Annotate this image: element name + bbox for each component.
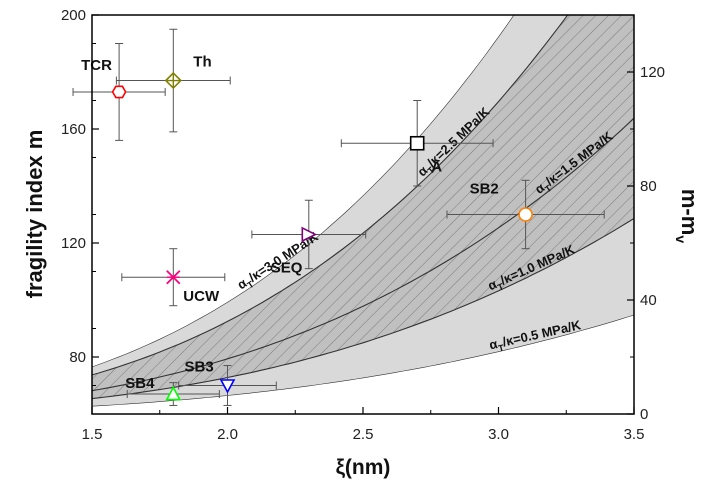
curve-0 bbox=[92, 15, 515, 368]
y-tick-label: 80 bbox=[69, 349, 86, 366]
y-axis-left: 80 120 160 200 bbox=[61, 7, 99, 386]
band-hatch bbox=[92, 15, 634, 399]
curve-label-sub: T bbox=[497, 343, 505, 354]
data-points: TCR Th A SB2 SEQ UCW SB3 SB4 bbox=[72, 28, 605, 406]
y2-tick-label: 120 bbox=[640, 64, 665, 81]
point-ucw: UCW bbox=[121, 248, 226, 307]
y2-tick-label: 80 bbox=[640, 178, 657, 195]
x-tick-label: 3.0 bbox=[488, 426, 509, 443]
marker-hexagon bbox=[111, 85, 127, 99]
point-th: Th bbox=[115, 28, 231, 133]
x-tick-label: 2.0 bbox=[217, 426, 238, 443]
y-axis-right: 0 40 80 120 bbox=[627, 14, 665, 423]
point-a: A bbox=[340, 100, 494, 187]
y2-axis-title-main: m-m bbox=[677, 189, 702, 235]
curve-label-sub: T bbox=[246, 279, 256, 291]
point-label: SB3 bbox=[185, 359, 214, 376]
y-tick-label: 120 bbox=[61, 235, 86, 252]
y-tick-label: 200 bbox=[61, 7, 86, 24]
point-tcr: TCR bbox=[72, 43, 166, 141]
point-label: SEQ bbox=[271, 259, 303, 276]
point-label: A bbox=[431, 158, 442, 175]
x-tick-label: 1.5 bbox=[82, 426, 103, 443]
marker-circle bbox=[518, 207, 533, 222]
point-sb3: SB3 bbox=[178, 359, 277, 406]
y-tick-label: 160 bbox=[61, 121, 86, 138]
y2-tick-label: 40 bbox=[640, 292, 657, 309]
point-seq: SEQ bbox=[251, 199, 367, 276]
y2-axis-title-sub: v bbox=[673, 235, 689, 243]
curve-1 bbox=[92, 15, 569, 376]
marker-square bbox=[409, 135, 425, 151]
y2-axis-title: m-mv bbox=[673, 189, 702, 243]
point-label: Th bbox=[193, 54, 211, 71]
y-axis-title: fragility index m bbox=[22, 130, 47, 299]
y2-tick-label: 0 bbox=[640, 406, 648, 423]
point-label: TCR bbox=[81, 57, 112, 74]
curve-label-sub: T bbox=[543, 183, 554, 195]
point-label: SB2 bbox=[470, 181, 499, 198]
point-sb4: SB4 bbox=[125, 375, 220, 406]
point-sb2: SB2 bbox=[446, 179, 605, 250]
point-label: UCW bbox=[183, 288, 220, 305]
x-axis-title: ξ(nm) bbox=[336, 456, 391, 479]
x-tick-label: 2.5 bbox=[353, 426, 374, 443]
marker-triangle-down bbox=[219, 379, 236, 394]
marker-triangle-right bbox=[301, 226, 318, 243]
x-axis: 1.5 2.0 2.5 3.0 3.5 bbox=[82, 407, 645, 443]
curve-label-sub: T bbox=[496, 281, 506, 293]
curve-2 bbox=[92, 117, 634, 392]
point-label: SB4 bbox=[125, 375, 155, 392]
curve-4 bbox=[92, 314, 634, 407]
x-tick-label: 3.5 bbox=[624, 426, 645, 443]
curve-label-alpha: α bbox=[488, 336, 499, 352]
confidence-bands bbox=[92, 15, 634, 407]
curve-label-sub: T bbox=[426, 165, 437, 176]
marker-triangle-up bbox=[165, 385, 182, 401]
